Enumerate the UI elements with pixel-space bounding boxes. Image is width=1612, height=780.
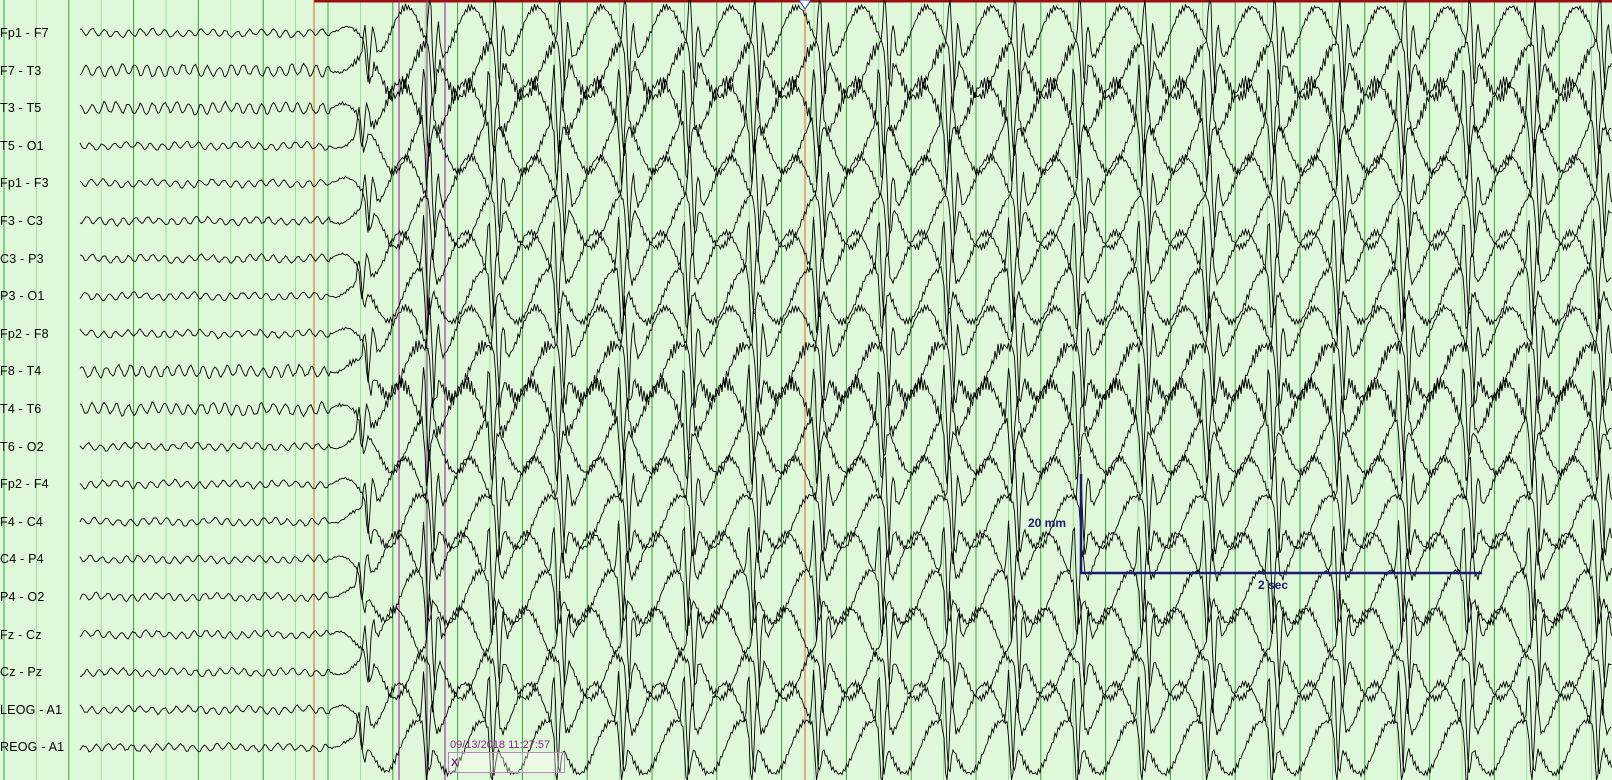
- event-annotation-box[interactable]: [448, 752, 565, 773]
- eeg-trace: [79, 453, 1612, 566]
- eeg-trace: [79, 529, 1612, 642]
- triangle-down-icon: [798, 0, 812, 10]
- event-timestamp[interactable]: 09/13/2018 11:27:57: [450, 739, 551, 751]
- amplitude-scale-label: 20 mm: [1028, 516, 1067, 530]
- channel-label[interactable]: T4 - T6: [0, 402, 42, 416]
- channel-label[interactable]: Fz - Cz: [0, 627, 42, 642]
- channel-label[interactable]: F8 - T4: [0, 364, 42, 379]
- channel-label[interactable]: Cz - Pz: [0, 665, 43, 680]
- time-scale-label: 2 sec: [1258, 578, 1289, 592]
- eeg-trace: [79, 363, 1612, 478]
- channel-label[interactable]: REOG - A1: [0, 740, 65, 755]
- channel-label[interactable]: T3 - T5: [0, 101, 42, 116]
- channel-label-column: Fp1 - F7 F7 - T3 T3 - T5 T5 - O1 Fp1 - F3 F3 …: [0, 0, 80, 780]
- channel-label[interactable]: C4 - P4: [0, 552, 44, 567]
- eeg-trace: [79, 215, 1612, 327]
- channel-label[interactable]: T6 - O2: [0, 439, 44, 454]
- eeg-trace: [79, 63, 1612, 177]
- eeg-trace: [79, 669, 1612, 778]
- eeg-trace: [79, 678, 1612, 780]
- eeg-trace: [79, 519, 1612, 628]
- eeg-trace: [79, 227, 1612, 336]
- channel-label[interactable]: LEOG - A1: [0, 702, 63, 717]
- event-marker[interactable]: X: [451, 757, 459, 769]
- eeg-trace: [79, 604, 1612, 716]
- channel-label[interactable]: Fp1 - F3: [0, 176, 49, 191]
- channel-label[interactable]: Fp2 - F4: [0, 477, 49, 492]
- channel-label[interactable]: C3 - P3: [0, 251, 44, 266]
- channel-label[interactable]: F3 - C3: [0, 214, 44, 228]
- channel-label[interactable]: F4 - C4: [0, 514, 44, 529]
- eeg-trace: [79, 2, 1612, 113]
- eeg-trace: [79, 75, 1612, 187]
- channel-label[interactable]: F7 - T3: [0, 63, 42, 78]
- eeg-trace: [79, 295, 1612, 408]
- calibration-bar: [1079, 474, 1482, 575]
- eeg-trace: [79, 589, 1612, 704]
- eeg-traces: [79, 0, 1612, 780]
- channel-label[interactable]: P4 - O2: [0, 590, 45, 604]
- channel-label[interactable]: T5 - O1: [0, 138, 44, 153]
- eeg-trace: [79, 152, 1612, 265]
- eeg-trace: [79, 376, 1612, 490]
- eeg-trace: [79, 0, 1612, 102]
- channel-label[interactable]: Fp2 - F8: [0, 326, 49, 341]
- channel-label[interactable]: Fp1 - F7: [0, 26, 49, 40]
- channel-label[interactable]: P3 - O1: [0, 289, 45, 304]
- eeg-trace: [79, 303, 1612, 414]
- eeg-trace: [79, 449, 1612, 556]
